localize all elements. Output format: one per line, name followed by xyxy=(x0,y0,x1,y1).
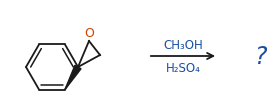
Text: O: O xyxy=(84,27,94,40)
Text: ?: ? xyxy=(254,45,266,68)
Text: CH₃OH: CH₃OH xyxy=(163,39,203,52)
Polygon shape xyxy=(65,66,81,90)
Text: H₂SO₄: H₂SO₄ xyxy=(166,61,200,74)
